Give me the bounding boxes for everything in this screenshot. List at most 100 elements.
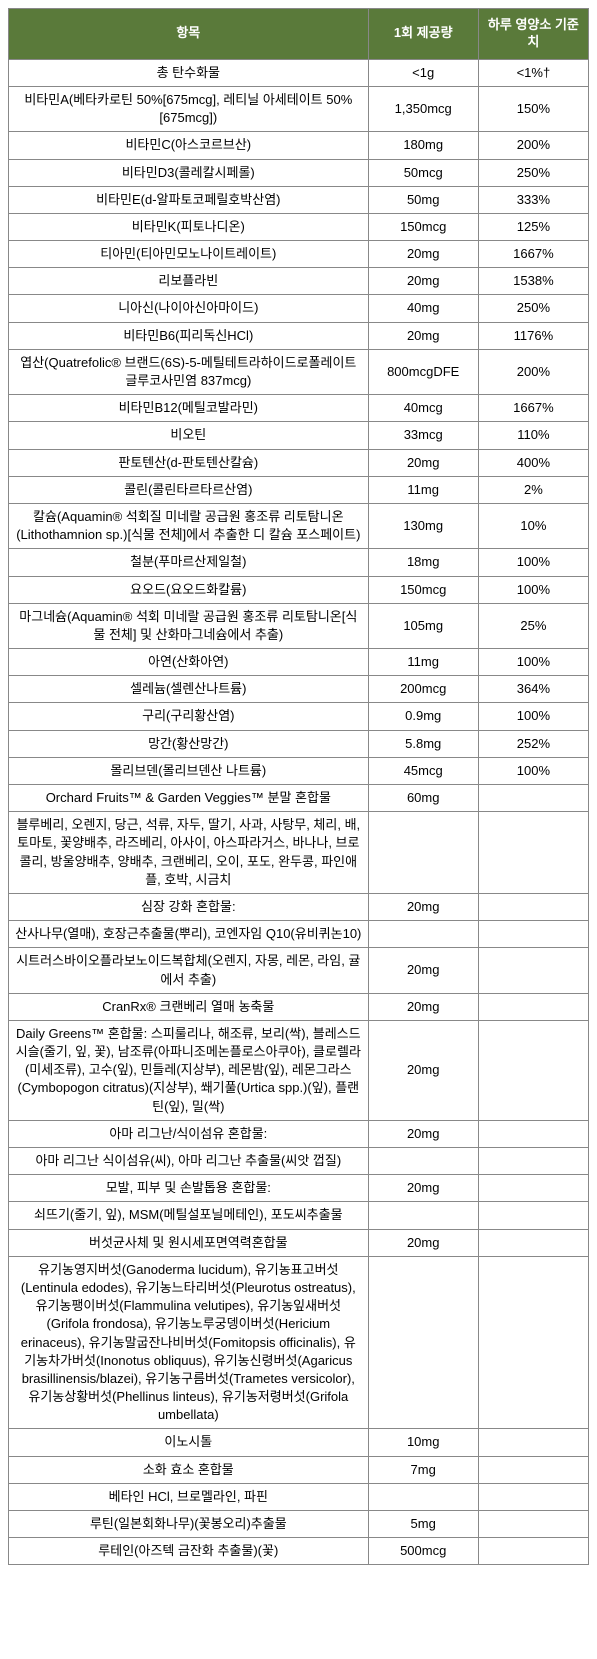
table-row: CranRx® 크랜베리 열매 농축물20mg (9, 993, 589, 1020)
item-serving: 800mcgDFE (368, 349, 478, 394)
table-row: 아마 리그난 식이섬유(씨), 아마 리그난 추출물(씨앗 껍질) (9, 1148, 589, 1175)
item-dv (478, 1020, 588, 1120)
item-dv: 2% (478, 476, 588, 503)
item-dv (478, 1511, 588, 1538)
item-dv: 100% (478, 549, 588, 576)
item-serving: 20mg (368, 1020, 478, 1120)
item-name: 루틴(일본회화나무)(꽃봉오리)추출물 (9, 1511, 369, 1538)
item-name: 쇠뜨기(줄기, 잎), MSM(메틸설포닐메테인), 포도씨추출물 (9, 1202, 369, 1229)
item-dv (478, 1229, 588, 1256)
item-serving: 50mg (368, 186, 478, 213)
item-serving: 20mg (368, 241, 478, 268)
item-serving: 20mg (368, 948, 478, 993)
table-row: 몰리브덴(몰리브덴산 나트륨)45mcg100% (9, 757, 589, 784)
table-row: 구리(구리황산염)0.9mg100% (9, 703, 589, 730)
item-name: 블루베리, 오렌지, 당근, 석류, 자두, 딸기, 사과, 사탕무, 체리, … (9, 812, 369, 894)
item-serving (368, 1148, 478, 1175)
table-row: 철분(푸마르산제일철)18mg100% (9, 549, 589, 576)
item-name: 버섯균사체 및 원시세포면역력혼합물 (9, 1229, 369, 1256)
table-row: 비타민K(피토나디온)150mcg125% (9, 213, 589, 240)
item-name: 콜린(콜린타르타르산염) (9, 476, 369, 503)
item-serving: <1g (368, 59, 478, 86)
item-name: 마그네슘(Aquamin® 석회 미네랄 공급원 홍조류 리토탐니온[식물 전체… (9, 603, 369, 648)
item-name: CranRx® 크랜베리 열매 농축물 (9, 993, 369, 1020)
item-dv (478, 1429, 588, 1456)
item-dv: <1%† (478, 59, 588, 86)
item-dv: 10% (478, 503, 588, 548)
table-row: 판토텐산(d-판토텐산칼슘)20mg400% (9, 449, 589, 476)
item-serving (368, 1483, 478, 1510)
item-name: 비타민K(피토나디온) (9, 213, 369, 240)
item-serving: 1,350mcg (368, 86, 478, 131)
item-serving: 200mcg (368, 676, 478, 703)
item-serving (368, 1202, 478, 1229)
table-row: 아마 리그난/식이섬유 혼합물:20mg (9, 1120, 589, 1147)
item-serving: 60mg (368, 785, 478, 812)
table-row: 루틴(일본회화나무)(꽃봉오리)추출물5mg (9, 1511, 589, 1538)
table-row: Daily Greens™ 혼합물: 스피룰리나, 해조류, 보리(싹), 블레… (9, 1020, 589, 1120)
item-dv: 100% (478, 703, 588, 730)
item-serving (368, 1256, 478, 1429)
table-row: 엽산(Quatrefolic® 브랜드(6S)-5-메틸테트라하이드로폴레이트 … (9, 349, 589, 394)
header-serving: 1회 제공량 (368, 9, 478, 60)
table-row: 비타민E(d-알파토코페릴호박산염)50mg333% (9, 186, 589, 213)
item-serving: 150mcg (368, 213, 478, 240)
item-dv (478, 1256, 588, 1429)
item-dv (478, 1175, 588, 1202)
item-name: 유기농영지버섯(Ganoderma lucidum), 유기농표고버섯(Lent… (9, 1256, 369, 1429)
item-name: 비타민A(베타카로틴 50%[675mcg], 레티닐 아세테이트 50%[67… (9, 86, 369, 131)
table-row: 소화 효소 혼합물7mg (9, 1456, 589, 1483)
item-name: 아연(산화아연) (9, 649, 369, 676)
item-serving: 20mg (368, 1120, 478, 1147)
table-row: 블루베리, 오렌지, 당근, 석류, 자두, 딸기, 사과, 사탕무, 체리, … (9, 812, 589, 894)
item-name: 이노시톨 (9, 1429, 369, 1456)
item-name: 산사나무(열매), 호장근추출물(뿌리), 코엔자임 Q10(유비퀴논10) (9, 921, 369, 948)
item-name: Orchard Fruits™ & Garden Veggies™ 분말 혼합물 (9, 785, 369, 812)
table-row: 티아민(티아민모노나이트레이트)20mg1667% (9, 241, 589, 268)
item-name: 베타인 HCl, 브로멜라인, 파핀 (9, 1483, 369, 1510)
item-dv (478, 1202, 588, 1229)
table-row: 심장 강화 혼합물:20mg (9, 893, 589, 920)
item-serving: 105mg (368, 603, 478, 648)
item-name: 칼슘(Aquamin® 석회질 미네랄 공급원 홍조류 리토탐니온(Lithot… (9, 503, 369, 548)
item-dv (478, 921, 588, 948)
item-dv (478, 893, 588, 920)
item-name: 요오드(요오드화칼륨) (9, 576, 369, 603)
item-serving: 5.8mg (368, 730, 478, 757)
table-row: 셀레늄(셀렌산나트륨)200mcg364% (9, 676, 589, 703)
item-serving: 45mcg (368, 757, 478, 784)
item-dv (478, 785, 588, 812)
item-name: 비오틴 (9, 422, 369, 449)
item-name: 비타민E(d-알파토코페릴호박산염) (9, 186, 369, 213)
item-serving: 40mg (368, 295, 478, 322)
item-dv: 125% (478, 213, 588, 240)
item-serving: 7mg (368, 1456, 478, 1483)
table-row: 비타민C(아스코르브산)180mg200% (9, 132, 589, 159)
item-name: 망간(황산망간) (9, 730, 369, 757)
item-name: 구리(구리황산염) (9, 703, 369, 730)
table-row: 비오틴33mcg110% (9, 422, 589, 449)
item-name: 엽산(Quatrefolic® 브랜드(6S)-5-메틸테트라하이드로폴레이트 … (9, 349, 369, 394)
item-dv: 100% (478, 757, 588, 784)
item-dv: 1667% (478, 395, 588, 422)
item-dv (478, 993, 588, 1020)
item-serving: 50mcg (368, 159, 478, 186)
item-serving: 150mcg (368, 576, 478, 603)
item-dv: 100% (478, 576, 588, 603)
item-dv: 150% (478, 86, 588, 131)
item-serving: 180mg (368, 132, 478, 159)
item-dv (478, 1538, 588, 1565)
item-name: 비타민B6(피리독신HCl) (9, 322, 369, 349)
item-serving: 20mg (368, 993, 478, 1020)
item-name: 철분(푸마르산제일철) (9, 549, 369, 576)
item-name: 비타민C(아스코르브산) (9, 132, 369, 159)
table-row: 루테인(아즈텍 금잔화 추출물)(꽃)500mcg (9, 1538, 589, 1565)
table-row: 쇠뜨기(줄기, 잎), MSM(메틸설포닐메테인), 포도씨추출물 (9, 1202, 589, 1229)
item-serving: 20mg (368, 268, 478, 295)
item-name: Daily Greens™ 혼합물: 스피룰리나, 해조류, 보리(싹), 블레… (9, 1020, 369, 1120)
item-dv: 1667% (478, 241, 588, 268)
item-serving: 40mcg (368, 395, 478, 422)
item-dv (478, 948, 588, 993)
item-dv: 25% (478, 603, 588, 648)
item-name: 판토텐산(d-판토텐산칼슘) (9, 449, 369, 476)
